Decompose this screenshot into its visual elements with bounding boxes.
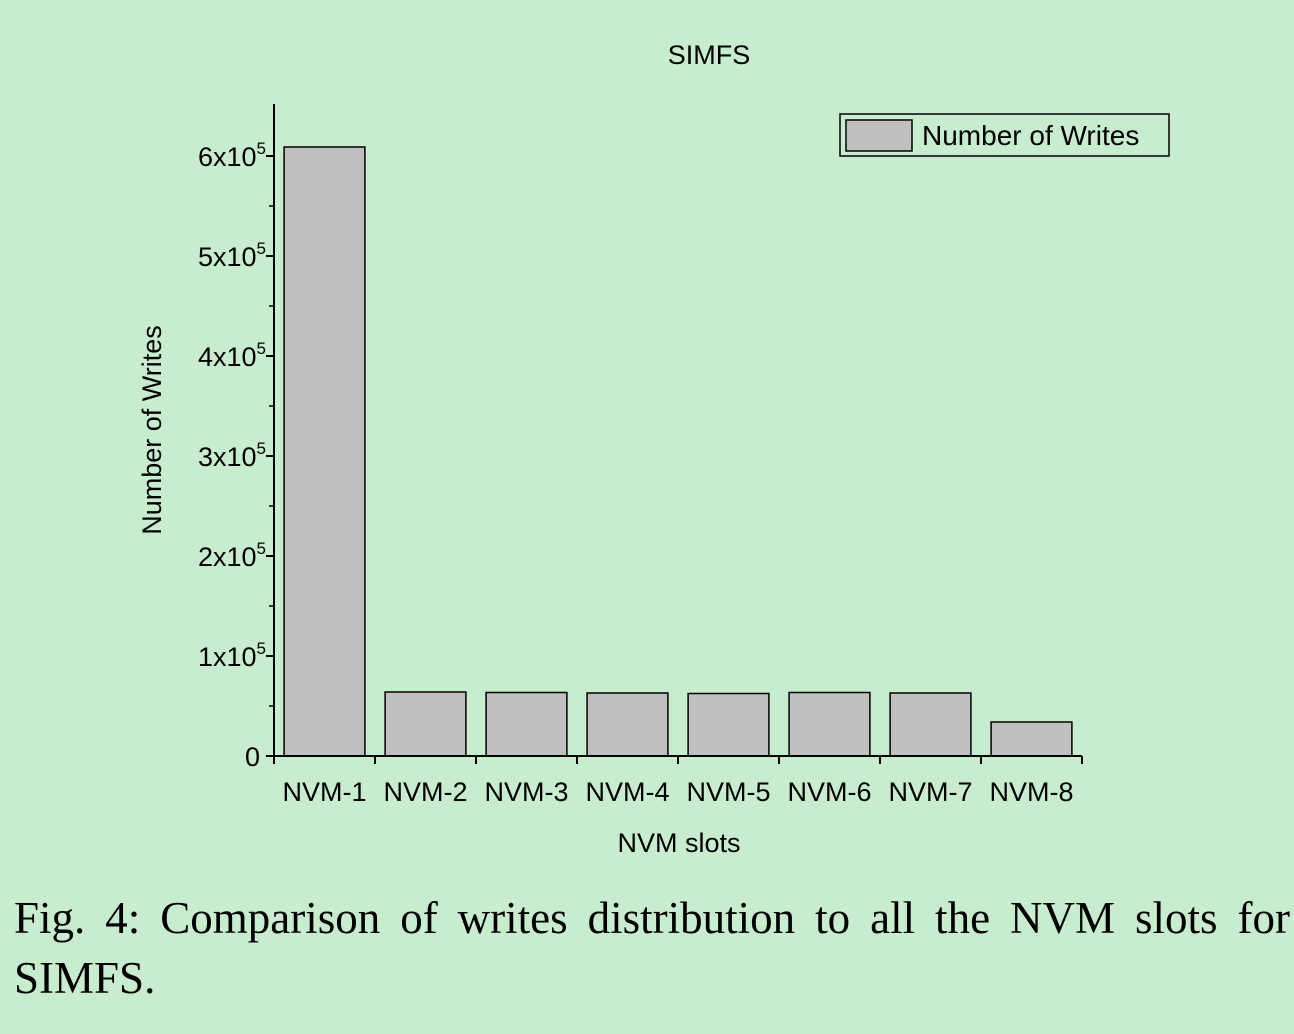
y-tick-label: 4x105 <box>198 339 266 372</box>
axes-group <box>273 104 1082 757</box>
y-ticks-group: 0 1x105 2x105 3x105 4x105 5x105 6x105 <box>198 139 274 772</box>
x-axis-label: NVM slots <box>617 828 740 858</box>
x-tick-label: NVM-3 <box>484 777 568 807</box>
y-tick-label: 6x105 <box>198 139 266 172</box>
x-tick-label: NVM-2 <box>383 777 467 807</box>
legend-label: Number of Writes <box>922 120 1139 151</box>
bar-nvm-3 <box>485 691 568 757</box>
bar-chart: SIMFS 0 1x105 2x105 3x105 4x105 5x105 6x105 NV… <box>137 40 1170 858</box>
x-tick-label: NVM-1 <box>282 777 366 807</box>
bar-nvm-2 <box>384 691 467 757</box>
x-tick-label: NVM-7 <box>888 777 972 807</box>
bar-nvm-6 <box>788 691 871 757</box>
figure-caption: Fig. 4: Comparison of writes distributio… <box>14 893 1290 1003</box>
chart-title: SIMFS <box>668 40 751 70</box>
bar-nvm-5 <box>687 692 770 757</box>
bars-group <box>283 146 1073 757</box>
legend: Number of Writes <box>839 113 1170 157</box>
bar-nvm-4 <box>586 692 669 757</box>
y-tick-label: 3x105 <box>198 439 266 472</box>
y-tick-label: 2x105 <box>198 539 266 572</box>
x-ticks-group: NVM-1 NVM-2 NVM-3 NVM-4 NVM-5 NVM-6 NVM-7 NVM-8 <box>273 756 1083 807</box>
y-axis-label: Number of Writes <box>137 325 167 535</box>
x-tick-label: NVM-8 <box>989 777 1073 807</box>
legend-swatch <box>845 119 913 152</box>
y-tick-label: 5x105 <box>198 239 266 272</box>
y-tick-label: 0 <box>245 742 260 772</box>
bar-nvm-8 <box>990 721 1073 757</box>
x-tick-label: NVM-5 <box>686 777 770 807</box>
bar-nvm-1 <box>283 146 366 757</box>
x-tick-label: NVM-4 <box>585 777 669 807</box>
bar-nvm-7 <box>889 692 972 757</box>
y-tick-label: 1x105 <box>198 639 266 672</box>
x-tick-label: NVM-6 <box>787 777 871 807</box>
legend-box <box>839 113 1170 157</box>
